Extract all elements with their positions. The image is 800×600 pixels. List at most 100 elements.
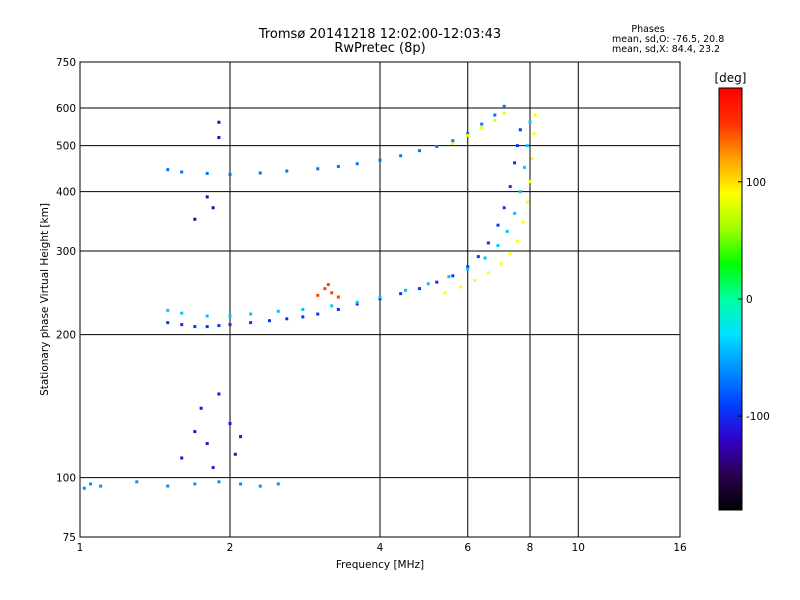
data-point [336,295,340,299]
data-point [435,144,439,148]
data-point [515,144,519,148]
phase-stats-heading: Phases [631,24,665,35]
data-point [458,285,462,289]
colorbar-tick-label: -100 [746,411,770,423]
data-point [276,482,280,486]
data-point [378,295,382,299]
x-tick-label: 1 [77,542,84,554]
data-point [211,466,215,470]
plot-frame [79,61,681,538]
data-points [82,104,537,490]
data-point [403,288,407,292]
data-point [502,206,506,210]
data-point [180,323,184,327]
data-point [513,211,517,215]
data-point [483,256,487,260]
data-point [82,486,86,490]
data-point [508,252,512,256]
data-point [217,136,221,140]
data-point [466,265,470,269]
data-point [532,132,536,136]
chart-title: Tromsø 20141218 12:02:00-12:03:43 [258,27,502,42]
data-point [355,162,359,166]
data-point [502,104,506,108]
data-point [443,291,447,295]
data-point [486,271,490,275]
y-axis-label: Stationary phase Virtual Height [km] [39,203,51,396]
data-point [355,300,359,304]
data-point [239,435,243,439]
data-point [301,307,305,311]
data-point [508,185,512,189]
data-point [285,169,289,173]
data-point [523,165,527,169]
data-point [518,128,522,132]
data-point [476,255,480,259]
data-point [249,321,253,325]
data-point [193,325,197,329]
colorbar: [deg] 100 0 -100 [715,71,770,511]
data-point [211,206,215,210]
data-point [285,317,289,321]
data-point [228,314,232,318]
data-point [533,113,537,117]
data-point [330,304,334,308]
data-point [180,311,184,315]
data-point [525,200,529,204]
data-point [473,279,477,283]
data-point [258,484,262,488]
x-tick-label: 4 [377,542,384,554]
x-tick-label: 16 [673,542,687,554]
data-point [166,321,170,325]
x-tick-label: 8 [527,542,534,554]
y-tick-label: 200 [56,330,76,342]
y-tick-label: 300 [56,246,76,258]
data-point [518,190,522,194]
x-tick-label: 10 [572,542,585,554]
data-point [496,244,500,248]
data-point [228,172,232,176]
data-point [217,480,221,484]
data-point [502,111,506,115]
axis-ticks: 1 2 4 6 8 10 16 75 100 200 300 400 500 600 750 [56,57,687,554]
data-point [205,442,209,446]
data-point [451,274,455,278]
data-point [466,267,470,271]
data-point [276,309,280,313]
data-point [323,287,327,291]
y-tick-label: 600 [56,103,76,115]
data-point [99,484,103,488]
data-point [336,307,340,311]
colorbar-tick-label: 0 [746,294,753,306]
data-point [89,482,93,486]
data-point [239,482,243,486]
data-point [451,142,455,146]
data-point [193,430,197,434]
data-point [258,171,262,175]
data-point [493,113,497,117]
data-point [515,239,519,243]
data-point [205,314,209,318]
phase-stats-o-mode: mean, sd,O: -76.5, 20.8 [612,34,725,45]
data-point [193,482,197,486]
data-point [228,323,232,327]
y-tick-label: 100 [56,473,76,485]
data-point [496,223,500,227]
data-point [528,180,532,184]
data-point [199,406,203,410]
x-tick-label: 2 [227,542,234,554]
y-tick-label: 500 [56,141,76,153]
data-point [466,134,470,138]
data-point [316,167,320,171]
colorbar-ticks: 100 0 -100 [738,177,770,423]
data-point [180,456,184,460]
chart-subtitle: RwPretec (8p) [334,41,426,56]
colorbar-label: [deg] [715,71,747,85]
data-point [336,164,340,168]
data-point [417,287,421,291]
data-point [205,171,209,175]
data-point [205,195,209,199]
data-point [521,220,525,224]
data-point [166,168,170,172]
